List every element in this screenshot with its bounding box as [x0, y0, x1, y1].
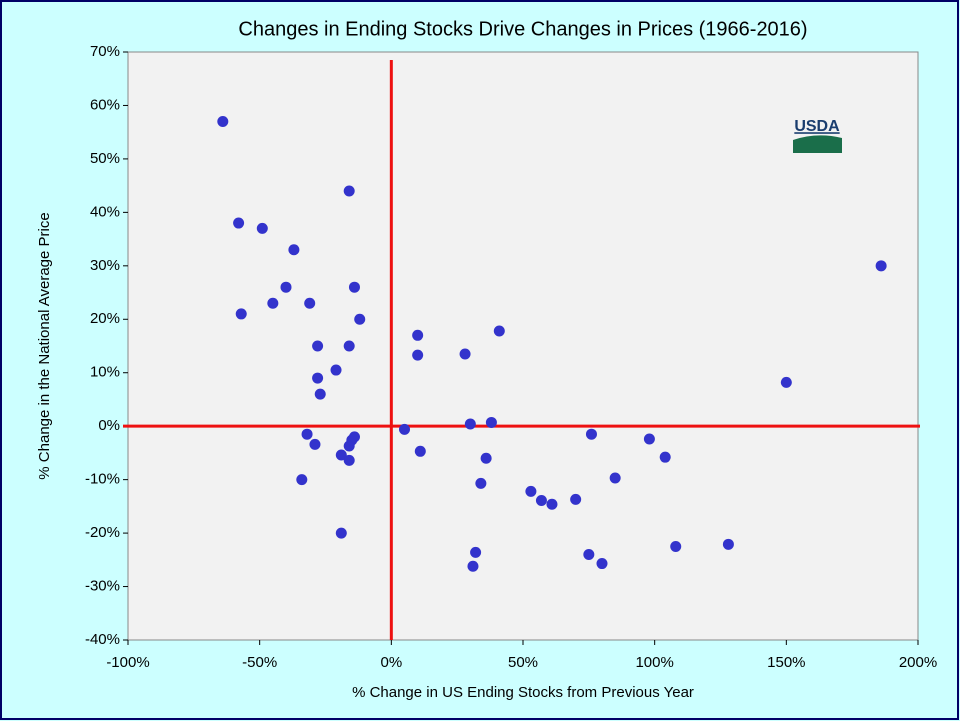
- point: [296, 474, 308, 486]
- y-tick-label: 70%: [90, 43, 120, 60]
- point: [312, 372, 324, 384]
- point: [570, 493, 582, 505]
- point: [288, 244, 300, 256]
- x-tick-label: 100%: [635, 654, 673, 671]
- point: [480, 452, 492, 464]
- point: [399, 423, 410, 435]
- point: [312, 340, 324, 352]
- point: [314, 388, 326, 400]
- point: [659, 451, 671, 463]
- y-tick-label: 40%: [90, 203, 120, 220]
- point: [330, 364, 342, 376]
- y-tick-label: -30%: [85, 578, 120, 595]
- point: [546, 498, 558, 510]
- point: [343, 185, 355, 197]
- point: [535, 494, 547, 506]
- point: [459, 348, 471, 360]
- logo: USDA: [793, 118, 842, 153]
- y-tick-label: 30%: [90, 257, 120, 274]
- point: [467, 560, 479, 572]
- point: [301, 428, 313, 440]
- x-tick-label: -50%: [242, 654, 277, 671]
- x-tick-label: 50%: [508, 654, 538, 671]
- point: [414, 445, 426, 457]
- plot-area: [127, 51, 919, 641]
- point: [343, 340, 355, 352]
- point: [643, 433, 655, 445]
- x-tick-label: -100%: [106, 654, 149, 671]
- y-tick-label: -40%: [85, 631, 120, 648]
- y-tick-label: 10%: [90, 364, 120, 381]
- point: [493, 325, 505, 337]
- point: [780, 376, 792, 388]
- point: [280, 281, 292, 293]
- point: [217, 115, 229, 127]
- y-axis-title: % Change in the National Average Price: [36, 212, 53, 479]
- point: [354, 313, 366, 325]
- point: [470, 546, 482, 558]
- point: [583, 548, 595, 560]
- point: [343, 454, 355, 466]
- point: [412, 349, 424, 361]
- point: [722, 538, 734, 550]
- chart-title: Changes in Ending Stocks Drive Changes i…: [238, 18, 807, 40]
- point: [267, 297, 279, 309]
- point: [335, 527, 347, 539]
- x-axis-title: % Change in US Ending Stocks from Previo…: [352, 684, 694, 701]
- y-tick-label: 20%: [90, 310, 120, 327]
- point: [335, 449, 347, 461]
- y-tick-label: 50%: [90, 150, 120, 167]
- point: [464, 418, 476, 430]
- point: [256, 222, 268, 234]
- point: [348, 431, 360, 443]
- point: [525, 485, 537, 497]
- point: [585, 428, 597, 440]
- y-tick-label: -20%: [85, 524, 120, 541]
- point: [304, 297, 316, 309]
- point: [485, 416, 497, 428]
- point: [475, 477, 487, 489]
- point: [596, 558, 608, 570]
- logo-shape: [793, 135, 842, 153]
- x-tick-label: 150%: [767, 654, 805, 671]
- point: [412, 329, 424, 341]
- logo-text: USDA: [794, 118, 840, 135]
- x-tick-label: 200%: [899, 654, 937, 671]
- point: [309, 438, 321, 450]
- y-tick-label: 0%: [98, 417, 120, 434]
- y-tick-label: 60%: [90, 96, 120, 113]
- point: [233, 217, 245, 229]
- point: [875, 260, 887, 272]
- y-tick-label: -10%: [85, 471, 120, 488]
- point: [609, 472, 621, 484]
- point: [235, 308, 247, 320]
- point: [348, 281, 360, 293]
- point: [670, 540, 682, 552]
- x-tick-label: 0%: [380, 654, 402, 671]
